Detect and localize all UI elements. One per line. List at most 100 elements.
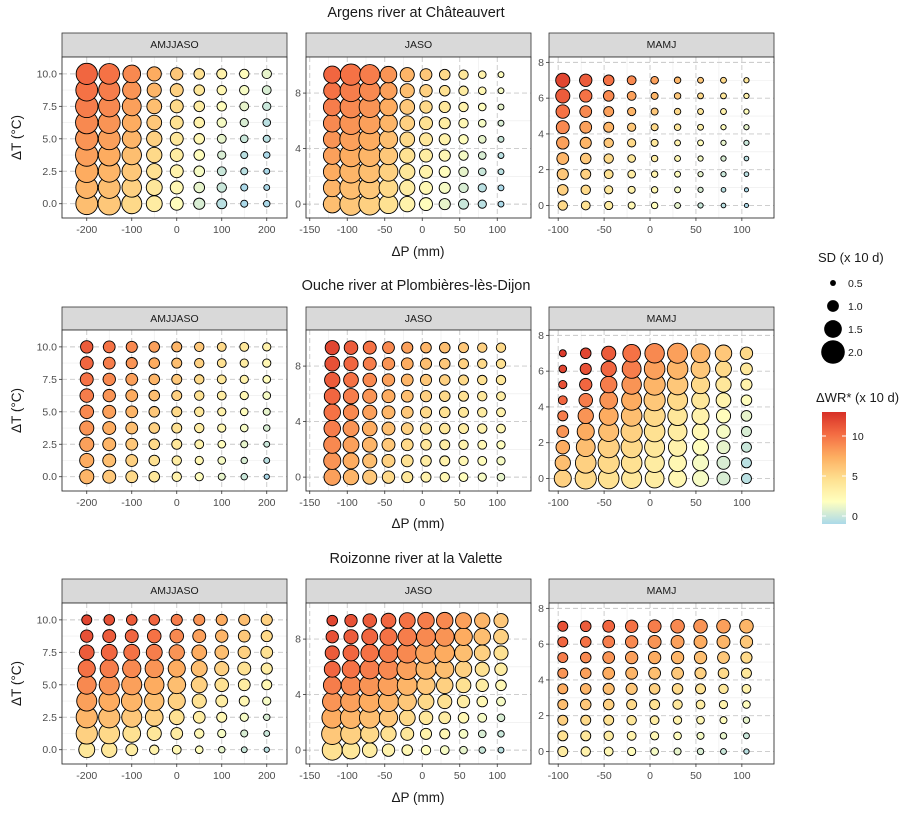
data-point bbox=[419, 164, 433, 179]
x-tick-label: -50 bbox=[597, 770, 612, 782]
data-point bbox=[261, 85, 272, 95]
data-point bbox=[458, 166, 469, 177]
data-point bbox=[690, 343, 711, 364]
points bbox=[553, 342, 754, 490]
data-point bbox=[169, 628, 184, 644]
data-point bbox=[438, 117, 451, 130]
data-point bbox=[650, 731, 660, 741]
data-point bbox=[438, 374, 451, 386]
data-point bbox=[399, 196, 416, 213]
data-point bbox=[557, 184, 569, 196]
data-point bbox=[194, 374, 205, 385]
data-point bbox=[458, 374, 469, 386]
y-tick-label: 7.5 bbox=[42, 101, 57, 113]
data-point bbox=[400, 726, 415, 741]
panel-strip-label: MAMJ bbox=[647, 313, 677, 325]
data-point bbox=[556, 136, 570, 150]
data-point bbox=[401, 341, 414, 354]
data-point bbox=[603, 137, 614, 149]
data-point bbox=[419, 197, 433, 212]
data-point bbox=[400, 389, 414, 403]
data-point bbox=[420, 744, 432, 756]
x-tick-label: 100 bbox=[488, 770, 506, 782]
data-point bbox=[419, 727, 433, 740]
data-point bbox=[193, 149, 206, 161]
data-point bbox=[603, 153, 614, 164]
data-point bbox=[419, 406, 433, 419]
data-point bbox=[714, 344, 733, 362]
data-point bbox=[380, 725, 397, 743]
data-point bbox=[216, 374, 227, 385]
data-point bbox=[81, 614, 93, 626]
data-point bbox=[626, 730, 637, 741]
row-title: Argens river at Châteauvert bbox=[327, 5, 504, 21]
data-point bbox=[323, 468, 341, 486]
x-tick-label: 0 bbox=[419, 770, 425, 782]
data-point bbox=[558, 364, 568, 374]
data-point bbox=[400, 454, 414, 468]
data-point bbox=[240, 199, 249, 208]
y-tick-label: 2.5 bbox=[42, 439, 57, 451]
data-point bbox=[554, 454, 571, 471]
y-tick-label: 4 bbox=[295, 143, 301, 155]
data-point bbox=[216, 358, 227, 368]
data-point bbox=[697, 186, 704, 193]
data-point bbox=[436, 611, 454, 630]
data-point bbox=[477, 102, 487, 112]
data-point bbox=[399, 83, 415, 99]
x-tick-label: 50 bbox=[690, 224, 702, 236]
data-point bbox=[493, 645, 509, 661]
x-tick-label: 50 bbox=[454, 770, 466, 782]
data-point bbox=[649, 699, 661, 710]
data-point bbox=[171, 341, 183, 353]
data-point bbox=[102, 453, 117, 468]
data-point bbox=[400, 438, 414, 452]
data-point bbox=[740, 426, 752, 437]
data-point bbox=[102, 388, 116, 403]
data-point bbox=[148, 454, 161, 467]
data-point bbox=[171, 455, 182, 466]
data-point bbox=[602, 651, 616, 664]
size-legend-dot bbox=[824, 320, 842, 338]
data-point bbox=[556, 168, 569, 181]
y-tick-label: 0.0 bbox=[42, 198, 57, 210]
data-point bbox=[458, 198, 469, 210]
data-point bbox=[625, 619, 639, 633]
panel: MAMJ -100 -50 0 50 100 0 2 4 6 8 bbox=[538, 306, 775, 509]
data-point bbox=[190, 660, 208, 677]
data-point bbox=[146, 163, 163, 180]
panel-border bbox=[548, 56, 775, 219]
panel-strip-label: AMJJASO bbox=[150, 313, 198, 325]
data-point bbox=[239, 68, 250, 80]
x-tick-label: -100 bbox=[337, 497, 358, 509]
data-point bbox=[145, 643, 163, 661]
data-point bbox=[193, 165, 206, 178]
data-point bbox=[650, 747, 659, 756]
data-point bbox=[146, 98, 163, 115]
panel-strip-label: AMJJASO bbox=[150, 585, 198, 597]
points bbox=[557, 619, 754, 757]
data-point bbox=[171, 438, 183, 450]
data-point bbox=[261, 68, 272, 80]
data-point bbox=[121, 96, 142, 117]
data-point bbox=[495, 342, 507, 353]
data-point bbox=[417, 611, 435, 630]
data-point bbox=[715, 360, 732, 378]
data-point bbox=[580, 714, 592, 726]
data-point bbox=[438, 133, 451, 146]
data-point bbox=[555, 439, 571, 455]
x-tick-label: -50 bbox=[377, 497, 392, 509]
data-point bbox=[146, 146, 163, 164]
data-point bbox=[603, 730, 614, 741]
data-point bbox=[148, 389, 161, 402]
data-point bbox=[717, 667, 730, 679]
data-point bbox=[216, 182, 227, 193]
y-tick-label: 2.5 bbox=[42, 166, 57, 178]
data-point bbox=[668, 469, 687, 488]
data-point bbox=[458, 342, 469, 354]
size-legend-dot bbox=[830, 280, 836, 286]
data-point bbox=[419, 148, 433, 163]
data-point bbox=[673, 107, 682, 116]
data-point bbox=[557, 410, 569, 422]
panel-strip-label: JASO bbox=[405, 585, 432, 597]
